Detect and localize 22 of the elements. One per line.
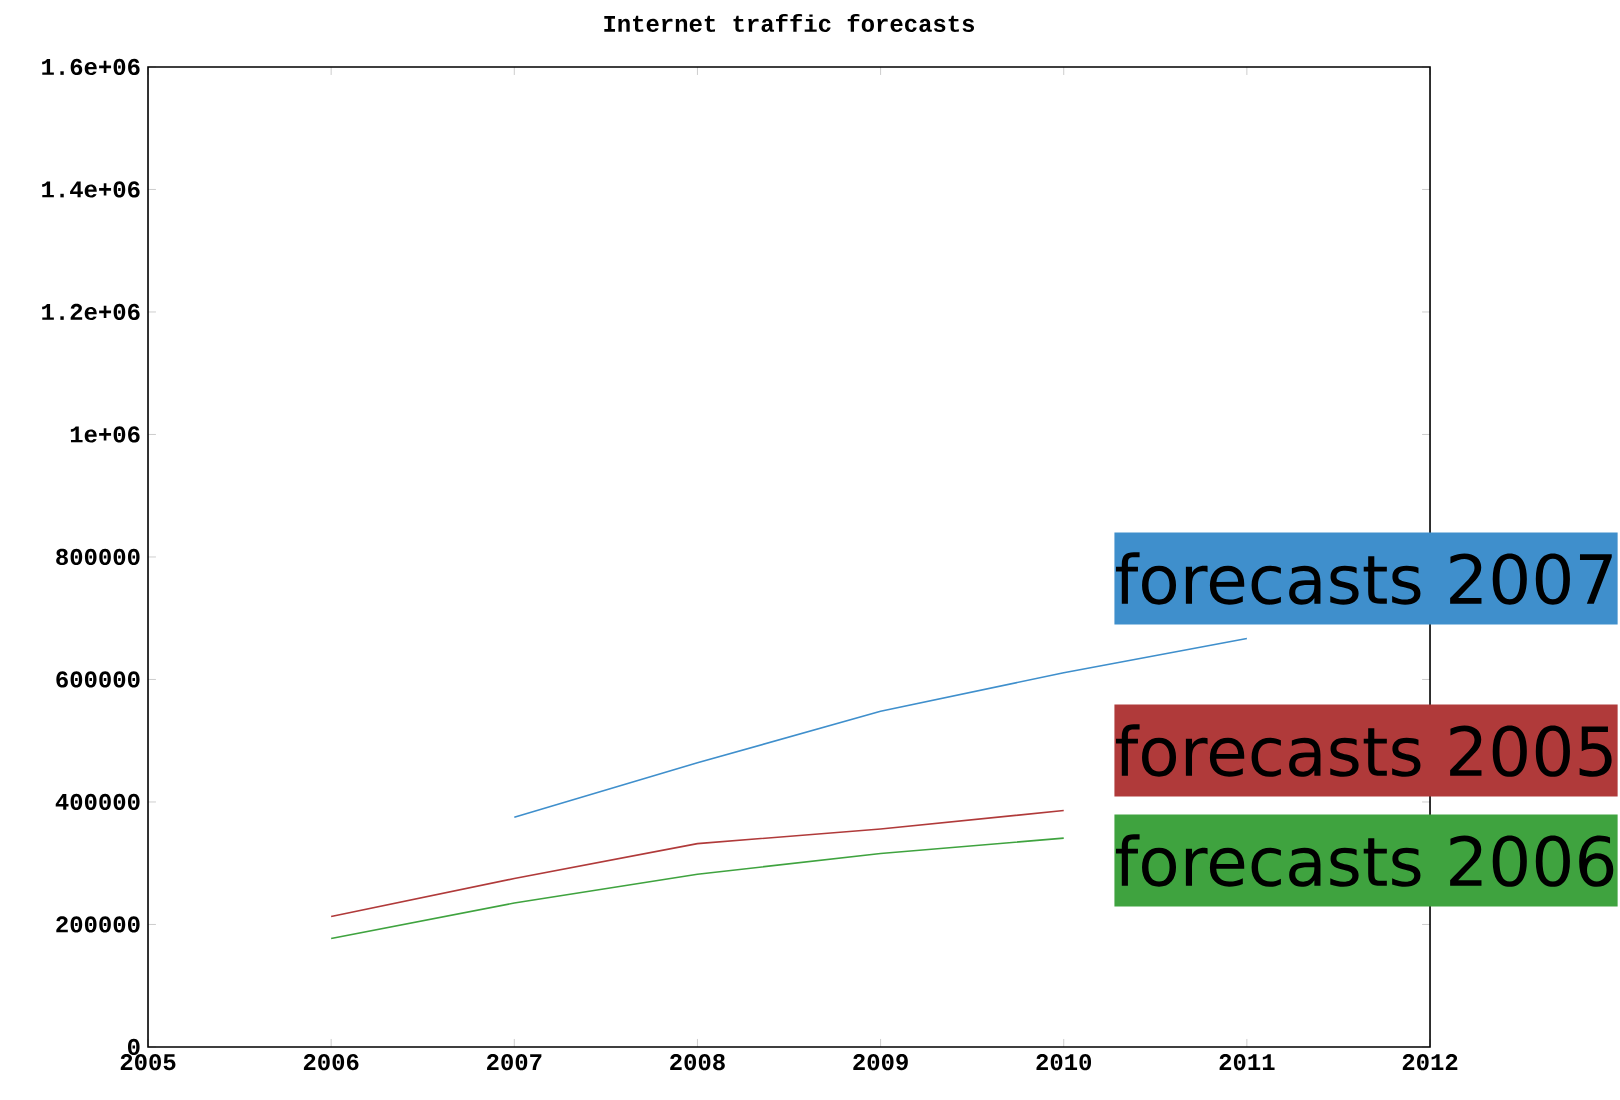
line-series xyxy=(330,837,1065,940)
series-label: forecasts 2007 xyxy=(1115,552,1612,605)
x-tick-label: 2012 xyxy=(1402,1054,1458,1071)
series-label: forecasts 2005 xyxy=(1115,724,1612,777)
chart-title: Internet traffic forecasts xyxy=(604,14,975,32)
y-tick-label: 1.6e+06 xyxy=(42,58,140,76)
x-tick-label: 2007 xyxy=(487,1054,542,1071)
line-series xyxy=(330,809,1065,918)
y-tick-label: 1e+06 xyxy=(70,426,140,443)
y-tick-label: 200000 xyxy=(56,916,140,933)
x-tick-label: 2010 xyxy=(1036,1054,1092,1071)
x-tick-label: 2006 xyxy=(303,1054,359,1071)
x-tick-label: 2011 xyxy=(1219,1054,1275,1071)
y-tick-label: 600000 xyxy=(56,671,140,688)
x-tick-label: 2008 xyxy=(670,1054,725,1071)
x-tick-label: 2009 xyxy=(853,1054,908,1071)
y-tick-label: 400000 xyxy=(55,793,140,811)
x-tick-label: 2005 xyxy=(120,1054,176,1071)
series-label: forecasts 2006 xyxy=(1115,834,1614,887)
y-tick-label: 800000 xyxy=(56,548,140,566)
y-tick-label: 1.4e+06 xyxy=(42,181,140,198)
y-tick-label: 1.2e+06 xyxy=(42,303,140,321)
